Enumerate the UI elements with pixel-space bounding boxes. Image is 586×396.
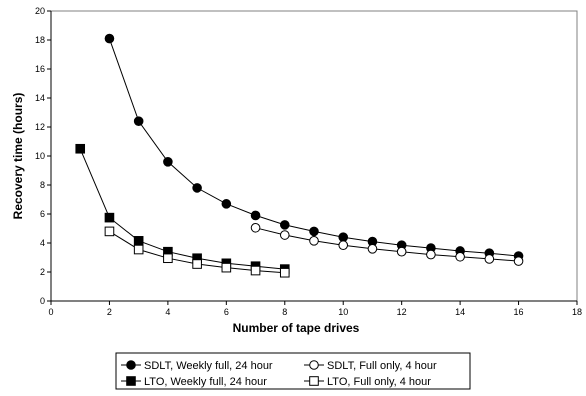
y-tick-label: 18 [35, 35, 45, 45]
series-line [255, 227, 519, 262]
x-tick-label: 0 [48, 307, 53, 317]
data-point [250, 210, 261, 221]
data-point [104, 33, 115, 44]
data-point [221, 199, 232, 209]
data-point [75, 143, 86, 154]
y-axis-title: Recovery time (hours) [11, 93, 25, 220]
data-point [133, 244, 144, 255]
x-tick-label: 18 [572, 307, 582, 317]
data-point [279, 267, 290, 278]
legend-box [115, 352, 471, 390]
data-point [250, 265, 261, 276]
data-point [513, 256, 524, 266]
data-point [484, 254, 495, 264]
data-point [192, 183, 202, 193]
data-point [396, 246, 407, 257]
legend-label: SDLT, Full only, 4 hour [327, 360, 437, 372]
data-point [104, 226, 115, 237]
x-tick-label: 10 [338, 307, 348, 317]
axes [47, 10, 578, 305]
data-point [163, 157, 173, 167]
y-tick-label: 12 [35, 122, 45, 132]
data-point [309, 226, 319, 237]
data-point [221, 262, 232, 273]
legend-label: LTO, Full only, 4 hour [327, 376, 431, 388]
data-point [192, 259, 202, 269]
x-tick-label: 14 [455, 307, 465, 317]
series-4 [104, 226, 290, 278]
data-point [367, 244, 378, 254]
tick-labels: 0 2 4 6 8 10 12 14 16 18 20 0 2 4 6 8 10 12 14 16 18 [35, 6, 582, 317]
legend: SDLT, Weekly full, 24 hour SDLT, Full onl… [115, 352, 471, 390]
legend-marker [309, 376, 319, 386]
data-point [133, 116, 144, 126]
y-tick-label: 6 [40, 209, 45, 219]
data-point [455, 251, 465, 262]
series-layer [75, 33, 524, 278]
x-tick-label: 8 [282, 307, 287, 317]
y-tick-label: 0 [40, 296, 45, 306]
series-line [108, 38, 519, 257]
y-tick-label: 16 [35, 64, 45, 74]
data-point [104, 212, 115, 223]
y-tick-label: 2 [40, 267, 45, 277]
legend-label: SDLT, Weekly full, 24 hour [144, 360, 273, 372]
legend-marker [309, 360, 319, 370]
legend-marker [126, 360, 136, 370]
y-tick-label: 14 [35, 93, 45, 103]
legend-label: LTO, Weekly full, 24 hour [144, 376, 267, 388]
x-tick-label: 16 [514, 307, 524, 317]
y-tick-label: 8 [40, 180, 45, 190]
series-1 [104, 33, 524, 261]
legend-marker [126, 376, 136, 386]
series-line [79, 148, 285, 270]
data-point [426, 249, 436, 260]
y-tick-label: 10 [35, 151, 45, 161]
data-point [279, 220, 290, 230]
x-tick-label: 4 [165, 307, 170, 317]
legend-item: LTO, Weekly full, 24 hour [121, 376, 267, 388]
data-point [163, 253, 173, 264]
plot-area [50, 10, 578, 302]
data-point [338, 240, 349, 250]
series-2 [250, 222, 524, 266]
data-point [279, 230, 290, 240]
x-tick-label: 6 [224, 307, 229, 317]
data-point [309, 236, 319, 246]
series-3 [75, 143, 290, 274]
x-tick-label: 12 [397, 307, 407, 317]
legend-item: SDLT, Weekly full, 24 hour [121, 360, 273, 372]
x-axis-title: Number of tape drives [233, 321, 360, 335]
legend-item: SDLT, Full only, 4 hour [304, 360, 437, 372]
data-point [133, 236, 144, 246]
data-point [250, 222, 261, 233]
x-tick-label: 2 [107, 307, 112, 317]
data-point [338, 232, 349, 242]
legend-item: LTO, Full only, 4 hour [304, 376, 431, 388]
y-tick-label: 4 [40, 238, 45, 248]
y-tick-label: 20 [35, 6, 45, 16]
